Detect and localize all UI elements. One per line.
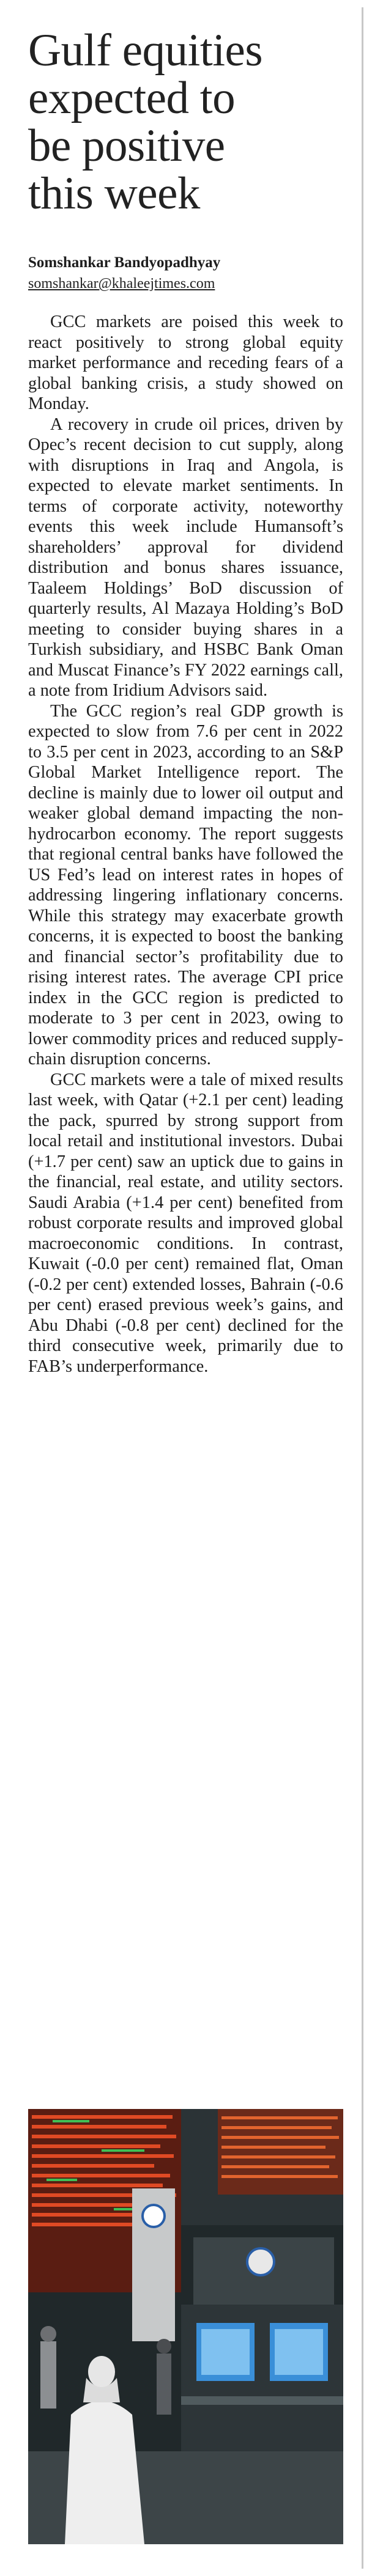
body-paragraph: GCC markets are poised this week to reac… [28, 312, 343, 413]
column-rule [362, 7, 363, 2569]
body-paragraph: A recovery in crude oil prices, driven b… [28, 414, 343, 701]
headline: Gulf equities expected to be positive th… [28, 27, 343, 218]
body-paragraph: The GCC region’s real GDP growth is expe… [28, 701, 343, 1069]
body-paragraph: GCC markets were a tale of mixed results… [28, 1070, 343, 1376]
headline-line: be positive [28, 120, 225, 171]
author-email-link[interactable]: somshankar@khaleejtimes.com [28, 276, 215, 292]
author-byline: Somshankar Bandyopadhyay [28, 254, 221, 271]
stock-exchange-photo [28, 2109, 343, 2544]
headline-line: Gulf equities [28, 25, 263, 76]
article-body: GCC markets are poised this week to reac… [28, 312, 343, 1377]
article: Gulf equities expected to be positive th… [28, 27, 343, 1377]
headline-line: expected to [28, 73, 236, 123]
headline-line: this week [28, 168, 200, 219]
